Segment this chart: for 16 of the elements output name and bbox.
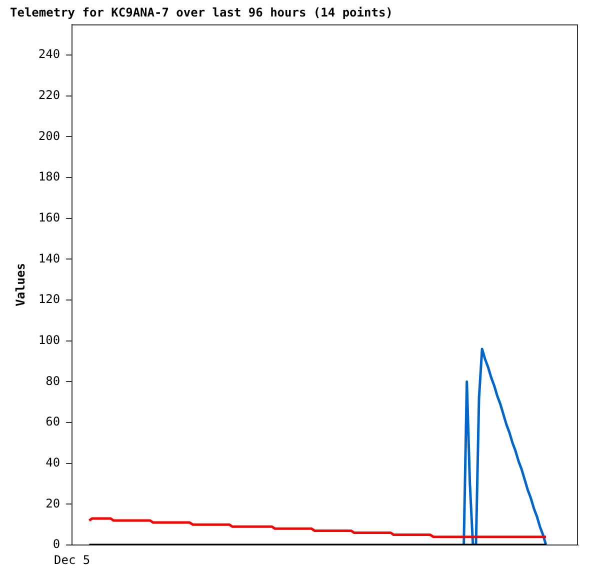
text: Dec 5	[54, 553, 90, 568]
y-tick-label: 60	[46, 414, 60, 429]
y-tick-label: 0	[52, 537, 60, 552]
y-tick-label: 220	[38, 88, 60, 102]
y-tick-label: 180	[38, 170, 60, 184]
y-axis-title: Values	[13, 263, 28, 306]
y-tick-label: 200	[38, 128, 60, 143]
y-tick-label: 20	[46, 496, 60, 510]
y-tick-label: 120	[38, 292, 60, 306]
y-tick-label: 80	[46, 374, 60, 388]
y-tick-label: 160	[38, 210, 60, 224]
y-tick-label: 140	[38, 251, 60, 266]
y-tick-label: 100	[38, 332, 60, 347]
y-tick-label: 40	[46, 455, 60, 470]
chart-title: Telemetry for KC9ANA-7 over last 96 hours (14 points)	[10, 5, 393, 20]
y-tick-label: 240	[38, 47, 60, 62]
